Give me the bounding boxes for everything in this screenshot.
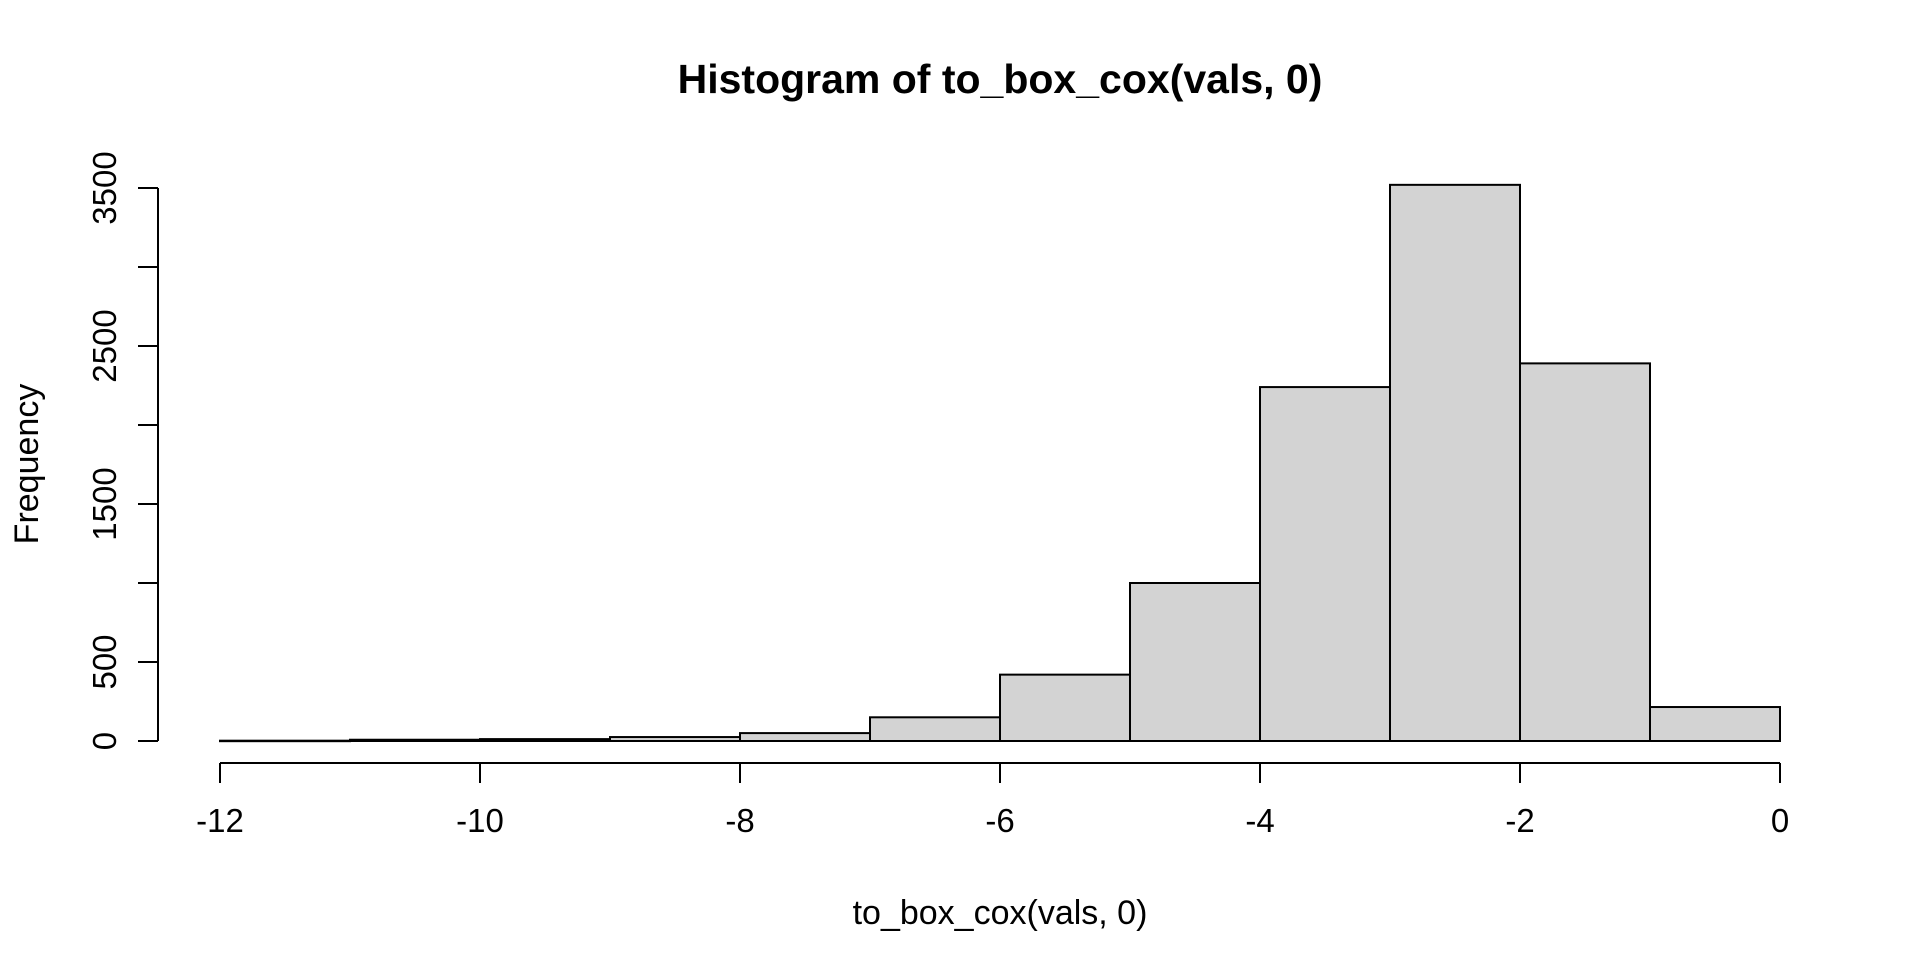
y-axis-title: Frequency — [8, 384, 46, 545]
y-tick-label: 1500 — [86, 467, 123, 540]
histogram-bar — [1649, 706, 1781, 743]
histogram-bar — [349, 738, 481, 743]
y-tick-label: 500 — [86, 634, 123, 689]
histogram-bar — [479, 738, 611, 743]
x-tick-label: -6 — [985, 802, 1014, 839]
histogram-bar — [219, 739, 351, 743]
y-tick-label: 3500 — [86, 151, 123, 224]
histogram-bar — [999, 673, 1131, 743]
histogram-bar — [869, 716, 1001, 742]
histogram-bar — [609, 736, 741, 742]
x-tick-label: -8 — [725, 802, 754, 839]
x-axis: -12 -10 -8 -6 -4 -2 0 — [196, 762, 1789, 839]
x-tick-label: 0 — [1771, 802, 1789, 839]
bars-group — [219, 183, 1781, 743]
histogram-bar — [1259, 386, 1391, 742]
histogram-bar — [1389, 183, 1521, 742]
x-tick-label: -12 — [196, 802, 244, 839]
y-axis: 0 500 1500 2500 3500 — [86, 151, 159, 750]
chart-title: Histogram of to_box_cox(vals, 0) — [678, 56, 1323, 102]
histogram-bar — [1129, 582, 1261, 742]
histogram-bar — [1519, 362, 1651, 742]
y-tick-label: 0 — [86, 732, 123, 750]
y-tick-label: 2500 — [86, 309, 123, 382]
x-tick-label: -10 — [456, 802, 504, 839]
x-tick-label: -4 — [1245, 802, 1274, 839]
x-axis-title: to_box_cox(vals, 0) — [853, 894, 1148, 932]
histogram-bar — [739, 732, 871, 742]
x-tick-label: -2 — [1505, 802, 1534, 839]
